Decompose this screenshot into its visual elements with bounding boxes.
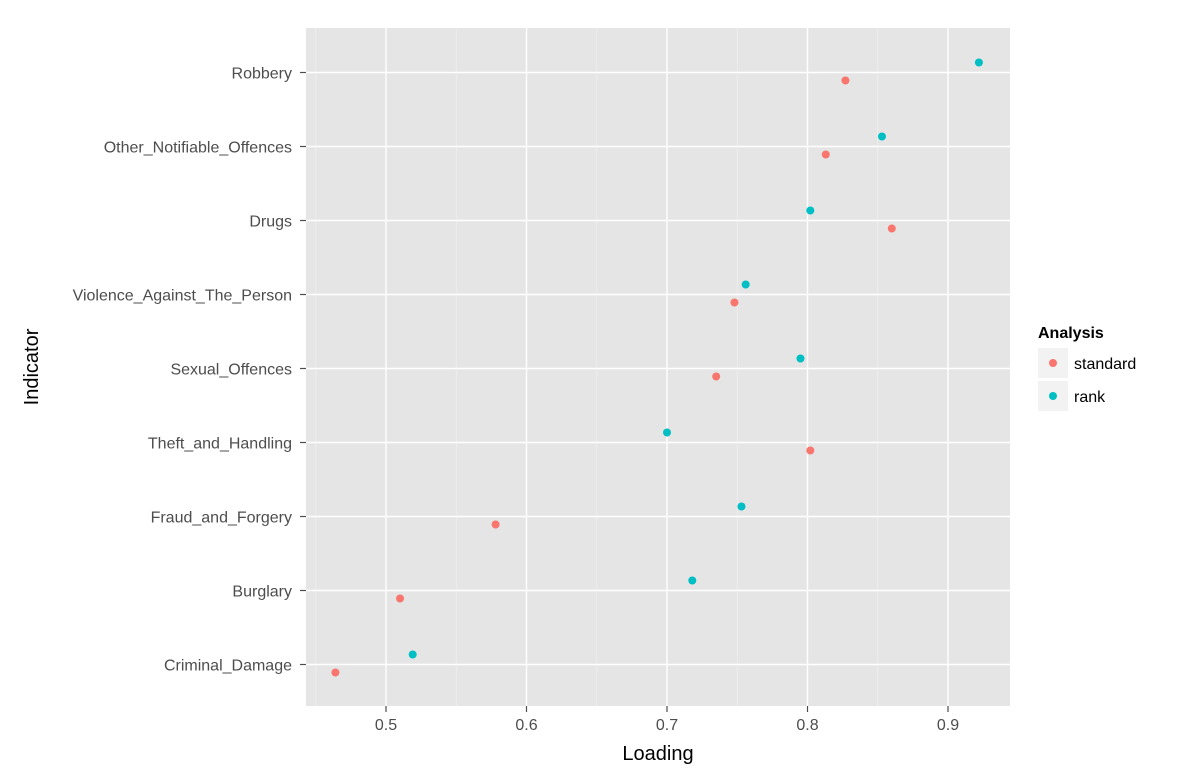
point-standard-Drugs [887, 224, 896, 233]
x-axis-title: Loading [622, 743, 693, 765]
panel-background [306, 28, 1010, 706]
point-standard-Theft_and_Handling [806, 446, 815, 455]
legend-marker-standard [1049, 359, 1057, 367]
y-tick-label: Sexual_Offences [170, 362, 292, 379]
y-tick-label: Other_Notifiable_Offences [104, 140, 292, 157]
point-rank-Fraud_and_Forgery [737, 502, 746, 511]
legend: Analysis standard rank [1038, 325, 1136, 411]
point-rank-Criminal_Damage [408, 650, 417, 659]
point-standard-Burglary [396, 594, 405, 603]
legend-marker-rank [1049, 392, 1057, 400]
point-rank-Other_Notifiable_Offences [877, 132, 886, 141]
y-axis: Robbery Other_Notifiable_Offences Drugs Vio… [73, 66, 306, 675]
point-standard-Sexual_Offences [712, 372, 721, 381]
point-rank-Theft_and_Handling [663, 428, 671, 437]
point-rank-Burglary [688, 576, 697, 585]
legend-label-standard: standard [1074, 356, 1136, 373]
y-axis-title: Indicator [21, 328, 43, 405]
point-standard-Fraud_and_Forgery [491, 520, 500, 529]
y-tick-label: Robbery [232, 66, 292, 83]
legend-label-rank: rank [1074, 389, 1106, 406]
point-standard-Violence_Against_The_Person [730, 298, 739, 307]
point-standard-Criminal_Damage [331, 668, 340, 677]
y-tick-label: Criminal_Damage [164, 658, 292, 675]
point-rank-Violence_Against_The_Person [741, 280, 750, 289]
point-standard-Other_Notifiable_Offences [821, 150, 830, 159]
minor-gridlines [315, 28, 879, 706]
legend-title: Analysis [1038, 325, 1104, 342]
data-points [331, 58, 983, 677]
point-rank-Robbery [974, 58, 983, 67]
y-tick-label: Fraud_and_Forgery [151, 510, 292, 527]
y-tick-label: Violence_Against_The_Person [73, 288, 292, 305]
point-standard-Robbery [841, 76, 850, 85]
y-tick-label: Drugs [249, 214, 292, 231]
x-tick-label: 0.9 [937, 717, 959, 734]
x-axis: 0.5 0.6 0.7 0.8 0.9 [375, 706, 959, 734]
y-tick-label: Burglary [232, 584, 292, 601]
x-tick-label: 0.6 [515, 717, 537, 734]
point-rank-Drugs [806, 206, 815, 215]
point-rank-Sexual_Offences [796, 354, 805, 363]
y-tick-label: Theft_and_Handling [148, 436, 292, 453]
x-tick-label: 0.7 [656, 717, 678, 734]
x-tick-label: 0.5 [375, 717, 397, 734]
x-tick-label: 0.8 [796, 717, 818, 734]
major-gridlines [306, 28, 1010, 706]
